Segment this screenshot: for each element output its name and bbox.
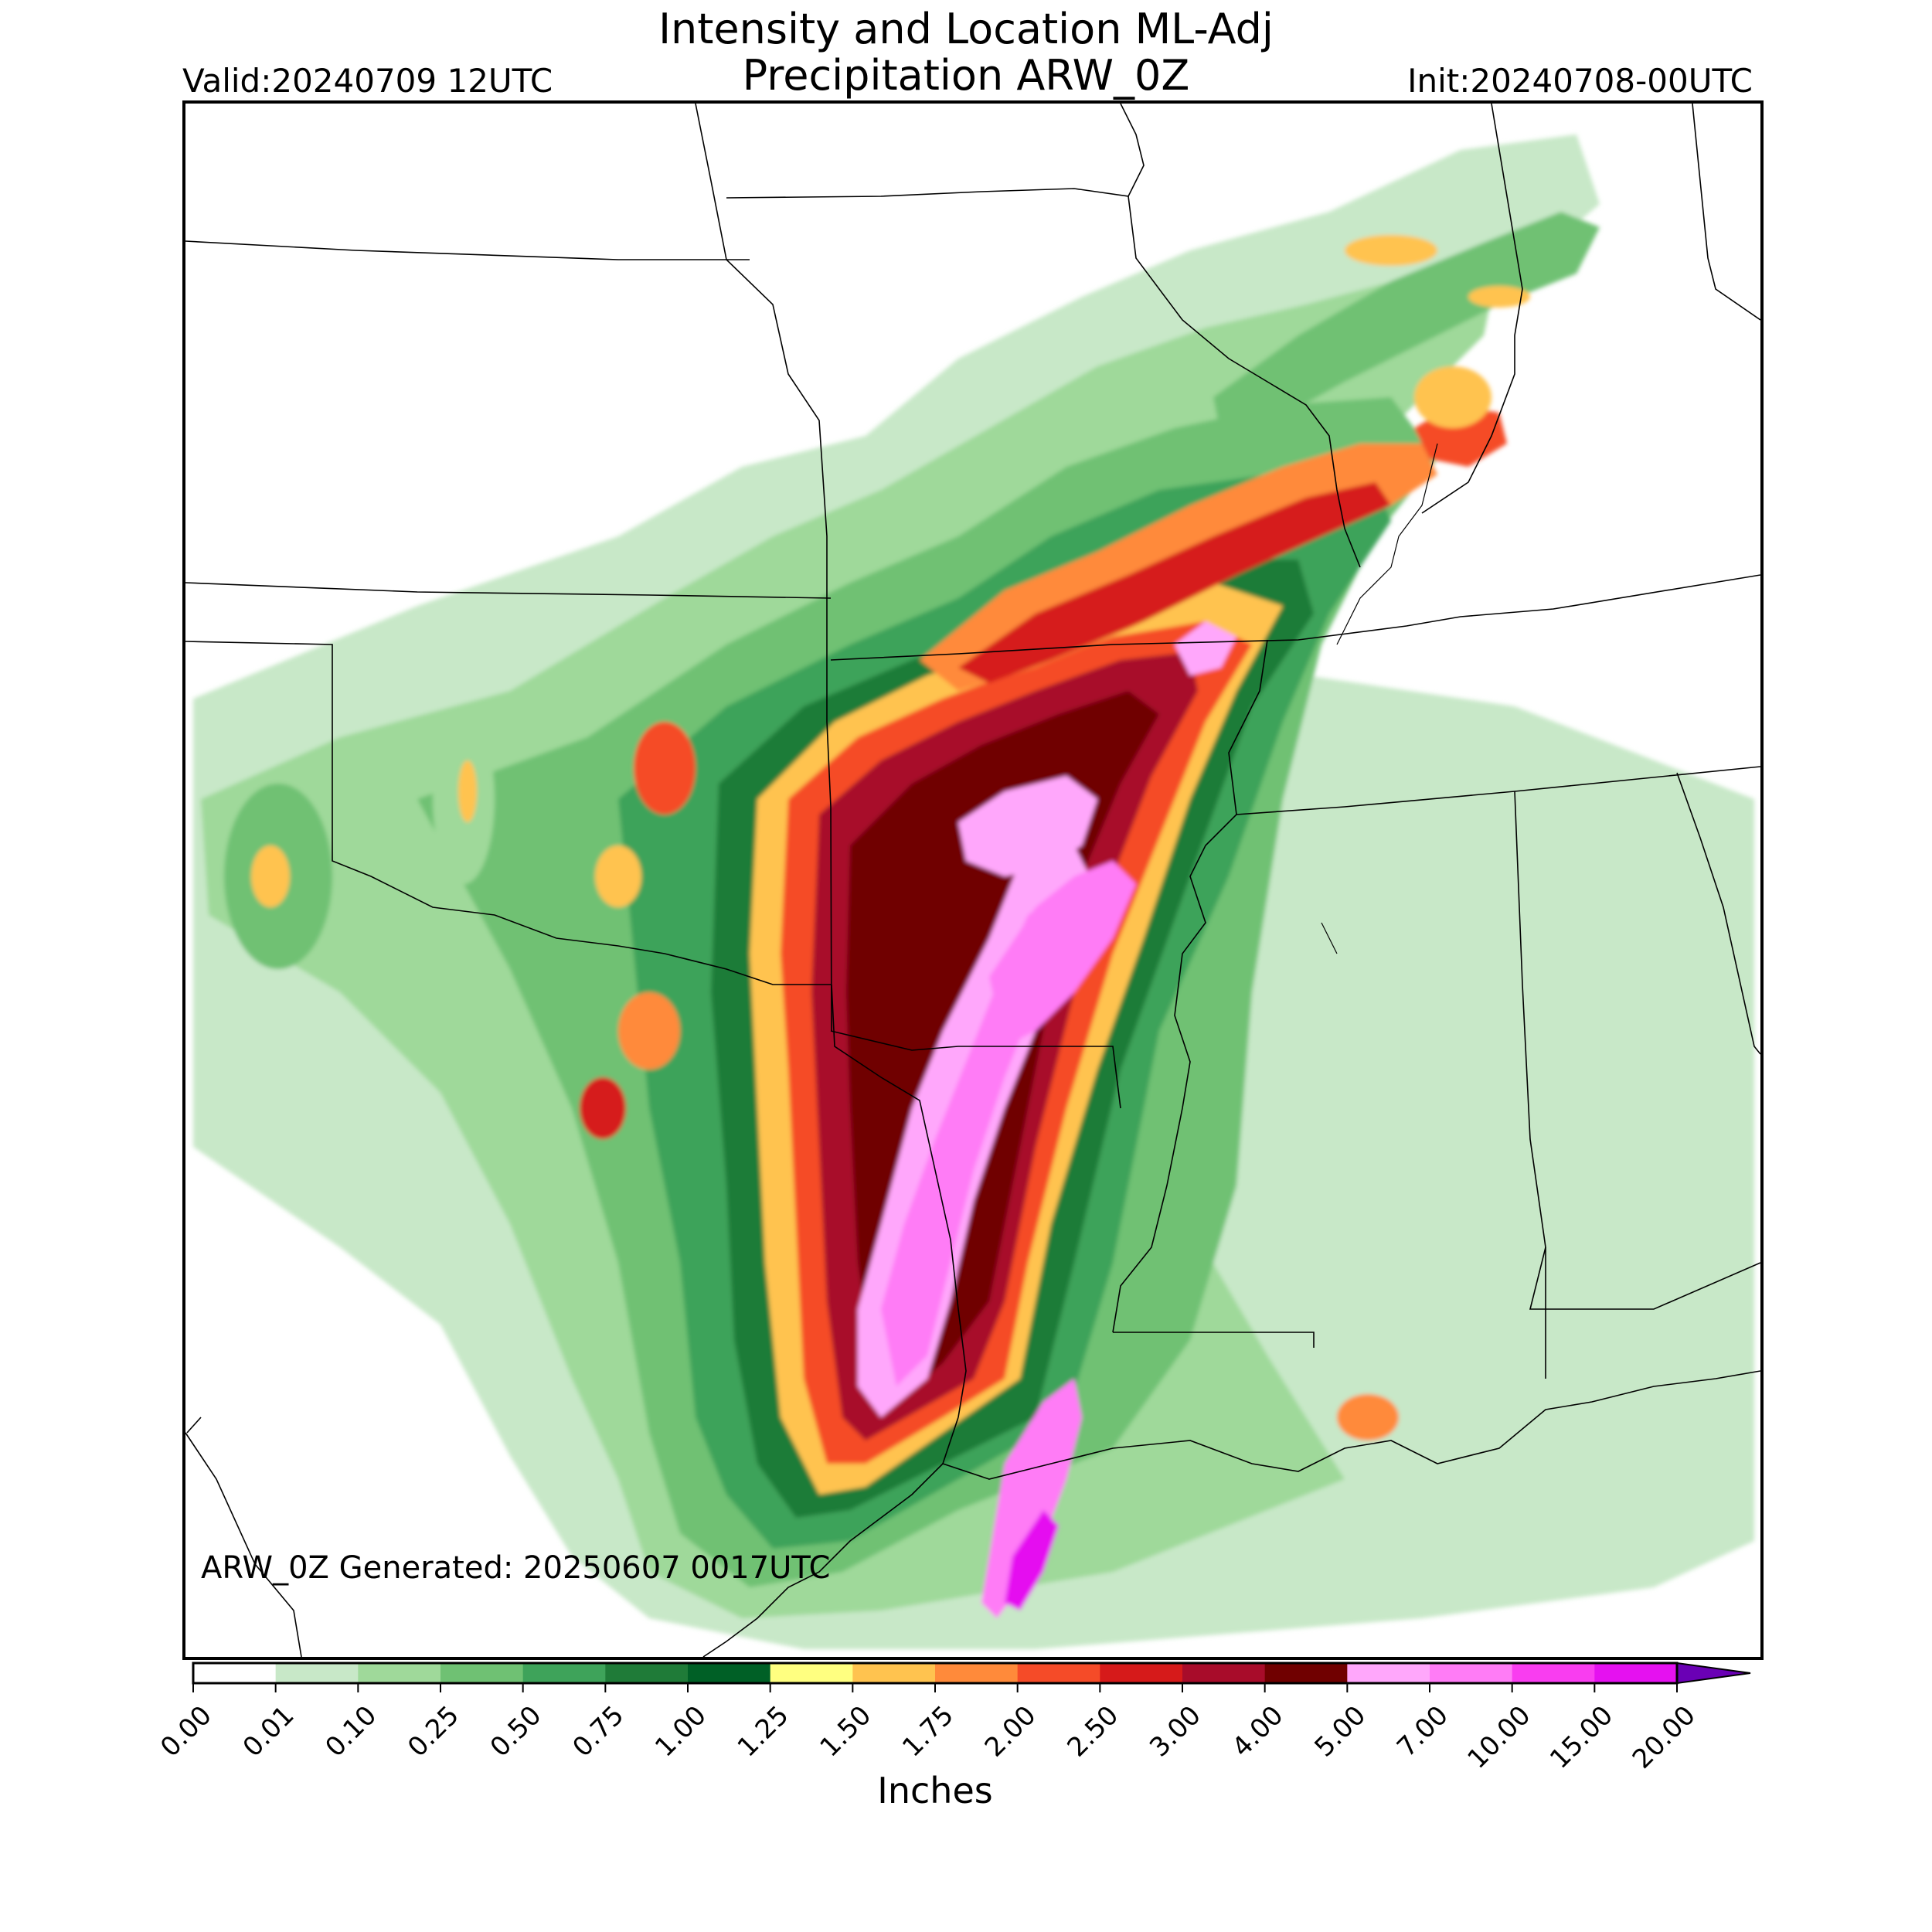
colorbar-tick-label: 0.25: [402, 1700, 465, 1764]
colorbar-swatch: [440, 1663, 524, 1683]
colorbar-swatch: [1264, 1663, 1348, 1683]
colorbar-tick-label: 1.50: [814, 1700, 877, 1764]
precipitation-map: ARW_0Z Generated: 20250607 0017UTC: [182, 100, 1764, 1660]
colorbar-swatch: [935, 1663, 1019, 1683]
inner-boundaries: [1321, 443, 1438, 954]
colorbar-swatch: [193, 1663, 277, 1683]
colorbar-swatch: [770, 1663, 853, 1683]
init-time: Init:20240708-00UTC: [1407, 62, 1753, 100]
precip-field: [193, 134, 1754, 1649]
colorbar-swatch: [1512, 1663, 1595, 1683]
generated-timestamp: ARW_0Z Generated: 20250607 0017UTC: [201, 1550, 831, 1586]
colorbar-swatch: [522, 1663, 606, 1683]
colorbar-tick-label: 0.00: [155, 1700, 218, 1764]
colorbar-tick-label: 0.75: [566, 1700, 630, 1764]
colorbar-swatch: [688, 1663, 771, 1683]
colorbar-swatch: [605, 1663, 689, 1683]
title-line2: Precipitation ARW_0Z: [742, 51, 1190, 100]
boundaries: [185, 104, 1760, 1657]
colorbar-tick-label: 10.00: [1461, 1700, 1536, 1775]
valid-time: Valid:20240709 12UTC: [182, 62, 553, 100]
colorbar-tick-label: 1.75: [896, 1700, 960, 1764]
colorbar-ticks: 0.00 0.01 0.10 0.25 0.50 0.75 1.00 1.25 1.50 1.75…: [155, 1683, 1702, 1775]
colorbar-swatch: [1182, 1663, 1266, 1683]
colorbar-tick-label: 1.25: [732, 1700, 795, 1764]
colorbar-swatch: [1347, 1663, 1430, 1683]
colorbar-tick-label: 7.00: [1391, 1700, 1454, 1764]
colorbar-tick-label: 2.00: [979, 1700, 1043, 1764]
colorbar-swatch: [1594, 1663, 1678, 1683]
colorbar-swatch: [275, 1663, 359, 1683]
colorbar-tick-label: 4.00: [1226, 1700, 1290, 1764]
colorbar-label: Inches: [877, 1770, 993, 1811]
colorbar-swatch: [1430, 1663, 1513, 1683]
colorbar-swatches: [192, 1662, 1751, 1685]
title-line1: Intensity and Location ML-Adj: [658, 5, 1274, 53]
colorbar-swatch: [852, 1663, 936, 1683]
colorbar-swatch: [1017, 1663, 1100, 1683]
colorbar-extend-triangle: [1676, 1662, 1751, 1685]
colorbar-tick-label: 0.10: [319, 1700, 383, 1764]
map-canvas: [185, 104, 1760, 1657]
colorbar-tick-label: 2.50: [1061, 1700, 1124, 1764]
colorbar-tick-label: 0.50: [485, 1700, 548, 1764]
colorbar-swatch: [358, 1663, 441, 1683]
colorbar-tick-label: 5.00: [1308, 1700, 1372, 1764]
colorbar-tick-label: 3.00: [1144, 1700, 1207, 1764]
colorbar-tick-label: 15.00: [1544, 1700, 1619, 1775]
colorbar-tick-label: 20.00: [1627, 1700, 1702, 1775]
colorbar-tick-label: 1.00: [649, 1700, 713, 1764]
colorbar-tick-label: 0.01: [237, 1700, 301, 1764]
colorbar-swatch: [1100, 1663, 1183, 1683]
